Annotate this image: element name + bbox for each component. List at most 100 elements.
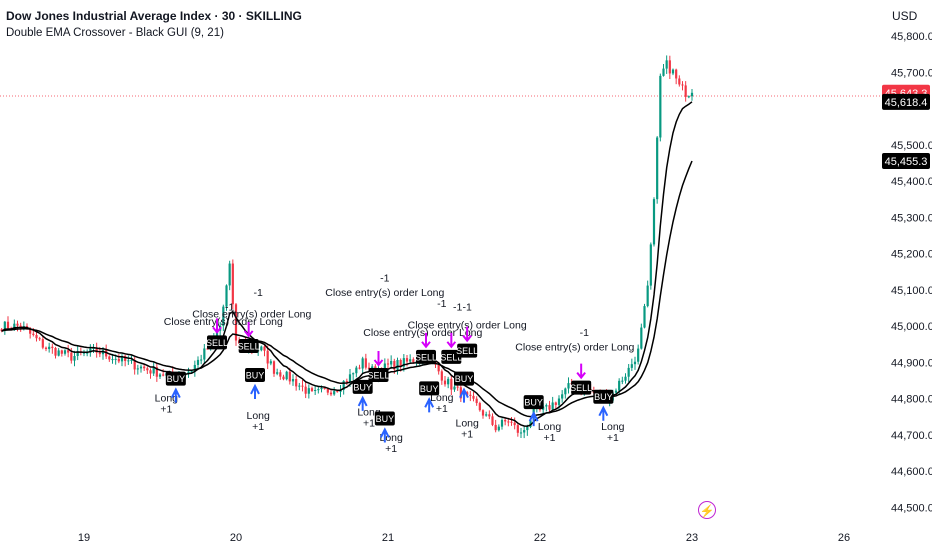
candle-body	[130, 360, 133, 362]
candle-body	[298, 385, 301, 387]
candle-body	[640, 327, 643, 349]
candle-body	[393, 360, 396, 370]
candle-body	[519, 432, 523, 434]
candle-body	[652, 199, 656, 245]
candle-body	[342, 381, 345, 390]
exit-arrow	[462, 326, 472, 343]
candle-body	[269, 361, 272, 364]
candle-body	[196, 359, 200, 365]
candle-body	[67, 350, 70, 353]
candle-body	[466, 392, 469, 395]
candle-body	[162, 374, 165, 376]
candle-body	[621, 380, 624, 382]
candle-body	[29, 328, 32, 334]
y-tick-label: 45,400.0	[891, 176, 932, 188]
lightning-bolt-icon[interactable]: ⚡	[698, 501, 716, 519]
candle-body	[494, 424, 497, 431]
candle-body	[681, 84, 684, 86]
candle-body	[396, 360, 399, 370]
candle-body	[92, 347, 95, 349]
y-tick-label: 45,100.0	[891, 285, 932, 297]
trade-label: Close entry(s) order Long	[363, 327, 482, 339]
long-entry-arrow	[250, 383, 260, 399]
candle-body	[637, 348, 640, 362]
candle-body	[35, 335, 38, 339]
candle-body	[472, 395, 475, 399]
trade-label: Close entry(s) order Long	[192, 309, 311, 321]
candle-body	[266, 350, 269, 364]
candle-body	[89, 348, 92, 353]
signal-box-label: SELL	[570, 383, 592, 393]
trade-label: Close entry(s) order Long	[164, 316, 283, 328]
candle-body	[450, 378, 453, 390]
long-entry-arrow	[598, 405, 609, 421]
candle-body	[510, 421, 513, 423]
candle-body	[95, 347, 98, 353]
candle-body	[105, 350, 108, 357]
candle-body	[120, 355, 124, 362]
candle-body	[48, 346, 51, 350]
signal-box-label: BUY	[524, 398, 543, 408]
y-tick-label: 45,300.0	[891, 212, 932, 224]
candle-body	[98, 352, 101, 355]
price-axis[interactable]: 45,800.0 45,700.0 45,500.0 45,400.0 45,300.0…	[891, 31, 932, 514]
candle-body	[187, 371, 190, 374]
indicator-legend[interactable]: Double EMA Crossover - Black GUI (9, 21)	[6, 27, 224, 39]
candle-body	[200, 359, 203, 361]
candle-body	[526, 426, 529, 431]
candle-body	[564, 388, 567, 395]
signal-box-label: SELL	[367, 370, 389, 380]
trade-label: -1	[225, 301, 234, 313]
x-tick-label: 26	[838, 532, 850, 544]
ema-slow-line	[1, 160, 693, 418]
signal-box-label: BUY	[246, 370, 265, 380]
y-tick-label: 44,500.0	[891, 502, 932, 514]
signal-box	[416, 349, 436, 364]
candle-body	[291, 379, 295, 382]
chart-title: Dow Jones Industrial Average Index · 30 …	[6, 9, 302, 23]
x-tick-label: 21	[382, 532, 394, 544]
currency-label: USD	[892, 9, 918, 23]
candle-body	[288, 371, 291, 382]
time-axis[interactable]: 19 20 21 22 23 26	[78, 532, 850, 544]
candle-body	[326, 388, 329, 393]
candle-body	[690, 92, 694, 97]
y-tick-label: 45,200.0	[891, 249, 932, 261]
candle-body	[158, 374, 162, 377]
candle-body	[0, 329, 3, 332]
candle-body	[282, 376, 285, 380]
candle-body	[108, 356, 111, 360]
candle-body	[44, 347, 48, 350]
candle-body	[329, 392, 333, 395]
y-tick-label: 45,000.0	[891, 321, 932, 333]
candle-body	[497, 426, 500, 431]
candle-body	[136, 368, 139, 370]
price-tag-label: 45,455.3	[885, 156, 928, 168]
y-tick-label: 44,900.0	[891, 357, 932, 369]
candle-body	[127, 360, 130, 362]
y-tick-label: 44,600.0	[891, 466, 932, 478]
candle-body	[234, 304, 238, 341]
candle-body	[295, 379, 298, 387]
exit-arrow	[576, 363, 586, 380]
candle-body	[82, 352, 86, 354]
long-entry-arrow	[379, 427, 390, 443]
candle-body	[320, 388, 323, 390]
signal-box	[207, 335, 227, 350]
candle-body	[478, 403, 481, 411]
y-tick-label: 45,800.0	[891, 31, 932, 43]
candle-body	[76, 351, 79, 357]
signal-box	[238, 338, 259, 353]
signal-box-label: SELL	[415, 352, 437, 362]
candle-body	[624, 376, 627, 381]
signal-box-label: SELL	[238, 341, 260, 351]
candle-body	[481, 410, 485, 416]
candle-body	[3, 321, 6, 332]
signal-box	[454, 371, 474, 386]
long-entry-arrow	[424, 397, 435, 413]
candle-body	[399, 360, 402, 367]
candle-body	[665, 60, 668, 69]
candle-body	[225, 285, 228, 307]
x-tick-label: 20	[230, 532, 242, 544]
